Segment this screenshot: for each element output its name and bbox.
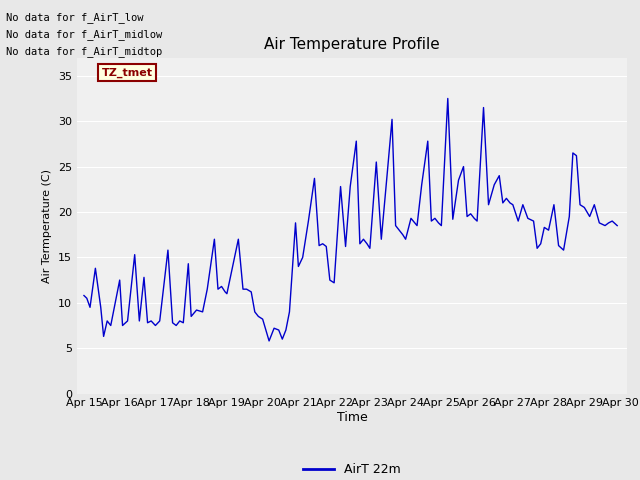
Text: TZ_tmet: TZ_tmet [102, 68, 153, 78]
Title: Air Temperature Profile: Air Temperature Profile [264, 37, 440, 52]
Text: No data for f_AirT_midlow: No data for f_AirT_midlow [6, 29, 163, 40]
Text: No data for f_AirT_midtop: No data for f_AirT_midtop [6, 46, 163, 57]
Text: No data for f_AirT_low: No data for f_AirT_low [6, 12, 144, 23]
X-axis label: Time: Time [337, 411, 367, 424]
Y-axis label: Air Termperature (C): Air Termperature (C) [42, 168, 52, 283]
Legend: AirT 22m: AirT 22m [298, 458, 406, 480]
